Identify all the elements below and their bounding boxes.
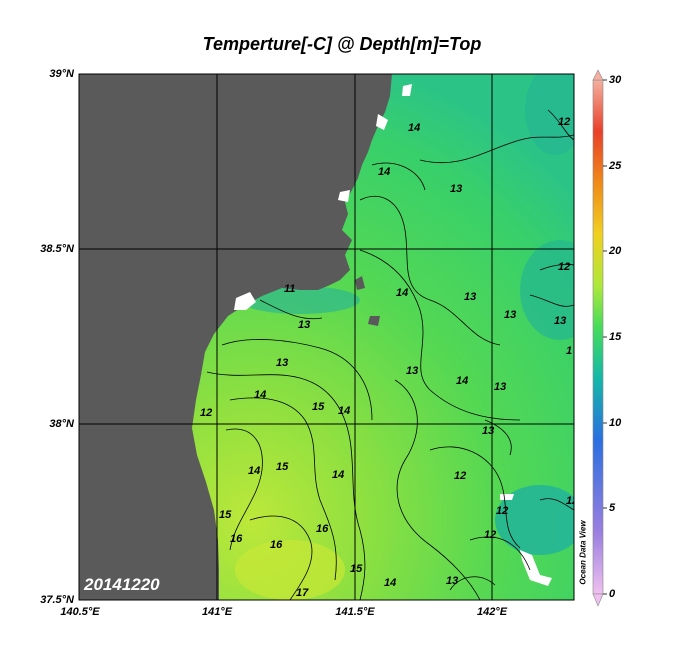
contour-label: 12 (558, 116, 570, 128)
contour-label: 14 (456, 375, 468, 387)
contour-label: 13 (450, 183, 462, 195)
land-mass (79, 74, 392, 600)
lat-label-37-5: 37.5°N (40, 594, 74, 606)
contour-label: 15 (350, 563, 363, 575)
contour-label: 13 (554, 315, 566, 327)
contour-label: 14 (248, 465, 260, 477)
contour-lines (206, 109, 574, 600)
contour-label: 14 (254, 389, 266, 401)
contour-label: 14 (332, 469, 344, 481)
contour-label: 14 (408, 122, 420, 134)
lon-label-141: 141°E (201, 606, 233, 618)
contour-label: 15 (219, 509, 232, 521)
colorbar-tick-5: 5 (609, 502, 616, 514)
date-stamp: 20141220 (84, 575, 160, 594)
colorbar-tick-30: 30 (609, 74, 622, 86)
contour-label: 15 (312, 401, 325, 413)
lon-label-141-5: 141.5°E (335, 606, 375, 618)
contour-label: 13 (504, 309, 516, 321)
contour-label: 12 (484, 529, 496, 541)
contour-label: 17 (296, 587, 309, 599)
contour-label: 16 (316, 523, 329, 535)
contour-label: 1 (566, 345, 572, 357)
contour-label: 12 (200, 407, 212, 419)
lon-label-142: 142°E (476, 606, 508, 618)
contour-label: 13 (406, 365, 418, 377)
contour-label: 13 (494, 381, 506, 393)
colorbar-tick-0: 0 (609, 588, 616, 600)
contour-label: 12 (558, 261, 570, 273)
colorbar-tick-15: 15 (609, 331, 622, 343)
contour-label: 14 (378, 166, 390, 178)
contour-label: 16 (270, 539, 283, 551)
contour-label: 13 (464, 291, 476, 303)
contour-label: 12 (454, 470, 466, 482)
contour-label: 14 (384, 577, 396, 589)
colorbar-tick-20: 20 (609, 245, 622, 257)
colorbar-tick-10: 10 (609, 417, 622, 429)
lat-label-38: 38°N (49, 418, 74, 430)
contour-label: 15 (276, 461, 289, 473)
plot-frame (78, 73, 575, 601)
lat-label-38-5: 38.5°N (40, 243, 74, 255)
map-title: Temperture[-C] @ Depth[m]=Top (202, 34, 482, 54)
watermark-text: Ocean Data View (578, 520, 588, 585)
colorbar (592, 69, 607, 607)
colorbar-tick-25: 25 (609, 160, 622, 172)
graticule (79, 74, 574, 600)
lat-label-39: 39°N (49, 68, 74, 80)
contour-label: 13 (298, 319, 310, 331)
contour-label: 11 (284, 283, 295, 295)
contour-label: 13 (482, 425, 494, 437)
contour-label: 12 (496, 505, 508, 517)
contour-label: 14 (338, 405, 350, 417)
contour-label: 13 (446, 575, 458, 587)
contour-label: 14 (396, 287, 408, 299)
contour-label: 13 (276, 357, 288, 369)
lon-label-140-5: 140.5°E (60, 606, 100, 618)
contour-label: 16 (230, 533, 243, 545)
contour-label: 12 (566, 495, 578, 507)
